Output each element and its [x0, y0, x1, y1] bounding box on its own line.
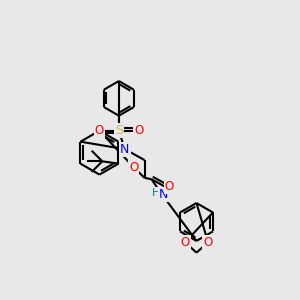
Text: O: O [203, 236, 213, 249]
Text: H: H [152, 188, 160, 198]
Text: N: N [159, 188, 168, 201]
Text: O: O [165, 180, 174, 193]
Text: N: N [120, 143, 130, 156]
Text: O: O [134, 124, 143, 137]
Text: O: O [129, 161, 138, 174]
Text: O: O [94, 124, 104, 137]
Text: O: O [181, 236, 190, 249]
Text: S: S [115, 124, 123, 137]
